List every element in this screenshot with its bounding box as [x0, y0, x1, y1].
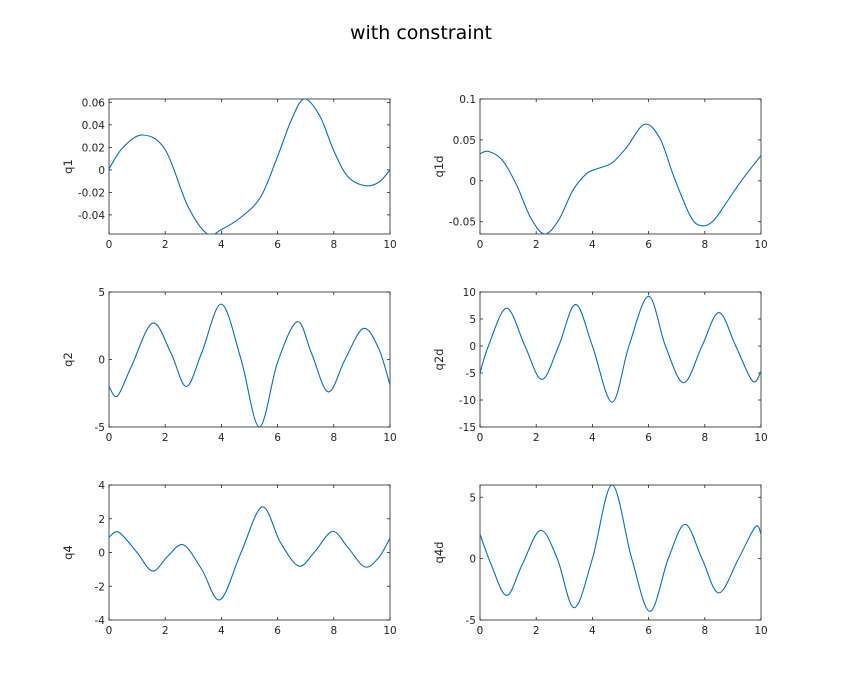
y-tick-label: -0.04: [78, 210, 105, 222]
x-tick-label: 8: [701, 432, 708, 444]
y-axis-label: q1: [61, 159, 75, 174]
series-line: [109, 99, 390, 234]
y-axis-label: q4d: [432, 542, 446, 564]
y-tick-label: 0: [469, 341, 476, 353]
y-tick-label: 5: [98, 287, 105, 299]
subplot-q1: 0 2 4 6 8 10 0.06 0.04 0.02 0 -0.02 -0.04 q1: [61, 97, 397, 251]
y-tick-label: 0: [98, 165, 105, 177]
x-tick-label: 6: [274, 239, 281, 251]
y-tick-label: 2: [98, 514, 105, 526]
x-tick-label: 2: [162, 625, 169, 637]
x-tick-label: 10: [754, 432, 767, 444]
x-tick-label: 8: [330, 625, 337, 637]
y-axis-label: q2d: [432, 349, 446, 371]
subplot-q4: 0 2 4 6 8 10 4 2 0 -2 -4 q4: [61, 480, 397, 637]
x-tick-label: 4: [589, 432, 596, 444]
x-tick-label: 4: [218, 432, 225, 444]
y-tick-label: -5: [95, 422, 105, 434]
series-line: [109, 303, 390, 427]
x-tick-label: 2: [533, 625, 540, 637]
series-line: [480, 485, 761, 612]
x-tick-label: 6: [274, 625, 281, 637]
y-axis-label: q1d: [432, 156, 446, 178]
x-tick-label: 6: [645, 625, 652, 637]
y-tick-label: 5: [469, 492, 476, 504]
y-tick-label: -0.02: [78, 187, 105, 199]
x-tick-label: 2: [162, 239, 169, 251]
x-tick-label: 2: [533, 432, 540, 444]
x-tick-label: 10: [383, 432, 396, 444]
x-tick-label: 4: [218, 625, 225, 637]
x-tick-label: 8: [701, 239, 708, 251]
y-tick-label: -5: [466, 615, 476, 627]
y-tick-label: -10: [459, 395, 476, 407]
subplot-q2d: 0 2 4 6 8 10 10 5 0 -5 -10 -15 q2d: [432, 287, 768, 444]
x-tick-label: 0: [106, 239, 113, 251]
y-tick-label: 0: [98, 548, 105, 560]
series-line: [480, 123, 761, 234]
y-axis-label: q2: [61, 352, 75, 367]
y-tick-label: 5: [469, 314, 476, 326]
axes-box: [108, 98, 391, 235]
y-tick-label: 0.1: [459, 94, 476, 106]
axes-box: [108, 484, 391, 621]
x-tick-label: 10: [754, 625, 767, 637]
x-tick-label: 2: [162, 432, 169, 444]
y-tick-label: -15: [459, 422, 476, 434]
series-line: [480, 295, 761, 403]
y-tick-label: 0: [469, 554, 476, 566]
x-tick-label: 10: [383, 625, 396, 637]
x-tick-label: 0: [106, 432, 113, 444]
y-tick-label: 4: [98, 480, 105, 492]
x-tick-label: 6: [645, 432, 652, 444]
x-tick-label: 0: [106, 625, 113, 637]
x-tick-label: 4: [589, 625, 596, 637]
x-tick-label: 6: [645, 239, 652, 251]
x-tick-label: 10: [383, 239, 396, 251]
x-tick-label: 2: [533, 239, 540, 251]
x-tick-label: 4: [218, 239, 225, 251]
x-tick-label: 10: [754, 239, 767, 251]
axes-box: [479, 291, 762, 428]
y-tick-label: -5: [466, 368, 476, 380]
y-tick-label: -4: [95, 615, 106, 627]
axes-box: [479, 98, 762, 235]
y-tick-label: 0.02: [82, 142, 105, 154]
x-tick-label: 8: [330, 239, 337, 251]
x-tick-label: 8: [330, 432, 337, 444]
x-tick-label: 0: [477, 239, 484, 251]
x-tick-label: 4: [589, 239, 596, 251]
y-tick-label: 0: [469, 176, 476, 188]
x-tick-label: 6: [274, 432, 281, 444]
y-tick-label: -0.05: [449, 217, 476, 229]
figure-title: with constraint: [349, 22, 493, 44]
series-line: [109, 506, 390, 601]
y-tick-label: 0: [98, 355, 105, 367]
x-tick-label: 0: [477, 432, 484, 444]
y-tick-label: 10: [463, 287, 476, 299]
x-tick-label: 0: [477, 625, 484, 637]
y-tick-label: 0.04: [82, 120, 106, 132]
y-tick-label: 0.06: [82, 97, 106, 109]
y-tick-label: -2: [95, 581, 105, 593]
y-tick-label: 0.05: [453, 135, 476, 147]
y-axis-label: q4: [61, 545, 75, 560]
x-tick-label: 8: [701, 625, 708, 637]
axes-box: [108, 291, 391, 428]
